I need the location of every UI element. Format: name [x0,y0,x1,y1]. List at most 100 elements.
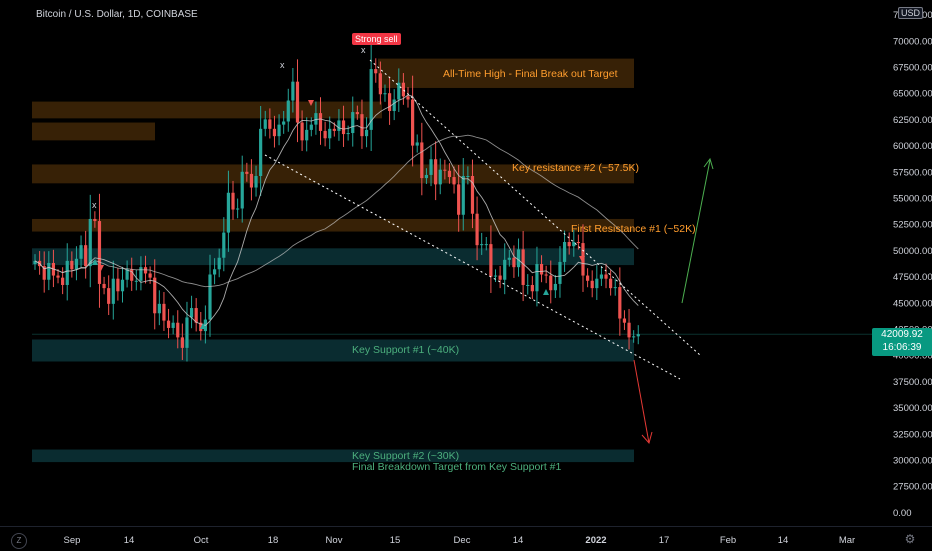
zone-5 [32,248,634,266]
candle [401,73,405,105]
zones [32,58,634,463]
timezone-icon[interactable]: Z [11,533,27,549]
candle-body [65,260,69,285]
candle [245,162,249,182]
candle-body [470,175,475,214]
candle [627,308,631,350]
candle-body [305,129,309,141]
zone-1 [32,101,382,119]
candle [360,99,364,149]
signal-marker [579,256,585,262]
candle [217,248,221,278]
candle-body [489,244,493,277]
candle [107,275,111,316]
candle-body [341,120,346,135]
candle [194,298,198,332]
final-breakdown-annotation: Final Breakdown Target from Key Support … [352,461,562,473]
candle-body [553,283,557,291]
candle-body [530,284,534,292]
breakout-arrow [681,159,711,304]
candle-body [572,242,576,247]
candle [507,250,511,267]
candle-body [300,122,304,141]
candle [125,260,129,288]
candle-body [328,128,332,139]
candle-body [240,171,244,209]
candle-body [282,121,286,125]
candle-body [411,99,415,146]
candle-body [461,175,465,215]
candle [309,117,313,137]
gear-icon[interactable]: ⚙ [904,532,916,546]
candle [493,269,498,282]
candle [116,268,120,301]
candle [70,251,74,278]
candle-body [360,114,364,137]
candle-body [332,128,336,131]
candle-body [374,69,378,74]
candle-body [397,82,401,100]
candle-body [512,257,516,268]
candle [562,230,567,272]
candle [539,255,544,283]
candle-body [272,128,277,137]
candle-body [134,280,138,282]
candle-body [544,274,548,276]
first-resistance-annotation: First Resistance #1 (~52K) [571,223,696,235]
candle [351,96,355,147]
candle-body [586,275,590,281]
currency-button[interactable]: USD [898,7,924,19]
candle [212,258,217,285]
y-axis: 27500.00 30000.00 32500.00 35000.00 37500.00… [893,10,932,519]
candle-body [153,277,157,314]
candle-body [217,257,221,270]
candle [134,269,138,291]
candle-body [622,318,627,323]
candle-body [148,273,152,278]
candle [111,260,115,320]
candle-body [562,242,567,262]
candle-body [88,218,92,267]
candle-body [447,170,452,178]
candle [328,116,332,150]
candle [590,270,594,298]
x-tick-label: Oct [193,535,209,546]
candle [530,276,534,300]
candle-body [231,192,235,210]
candle-body [609,278,613,289]
candle [632,330,636,343]
candle [558,246,562,298]
candle [318,97,323,145]
candle-body [378,73,382,95]
candle [599,266,604,286]
candle [295,59,300,143]
candle [47,251,51,291]
candle [236,198,240,219]
candle-body [208,274,212,320]
candle [567,232,571,255]
time-axis[interactable]: Z Sep 14 Oct 18 Nov 15 Dec 14 2022 17 Feb 14 Mar ⚙ [0,526,932,551]
candle-body [107,288,111,304]
candle-body [475,213,479,246]
candle [153,259,157,330]
candle-body [452,177,456,185]
candle-body [401,82,405,97]
candle-body [143,267,148,274]
candle [544,265,548,284]
candle [572,229,576,257]
candle-body [383,93,387,95]
candle [516,238,521,277]
candle-body [364,129,369,137]
candle-body [130,269,134,281]
candle [277,114,281,146]
candle-body [539,264,544,275]
candle [576,234,580,250]
candle-body [507,257,511,260]
candle-body [79,245,83,259]
last-price-value: 42009.92 [881,329,923,340]
candle-body [438,169,442,185]
candle [231,180,235,220]
candle-body [618,287,622,319]
candle [259,105,263,196]
